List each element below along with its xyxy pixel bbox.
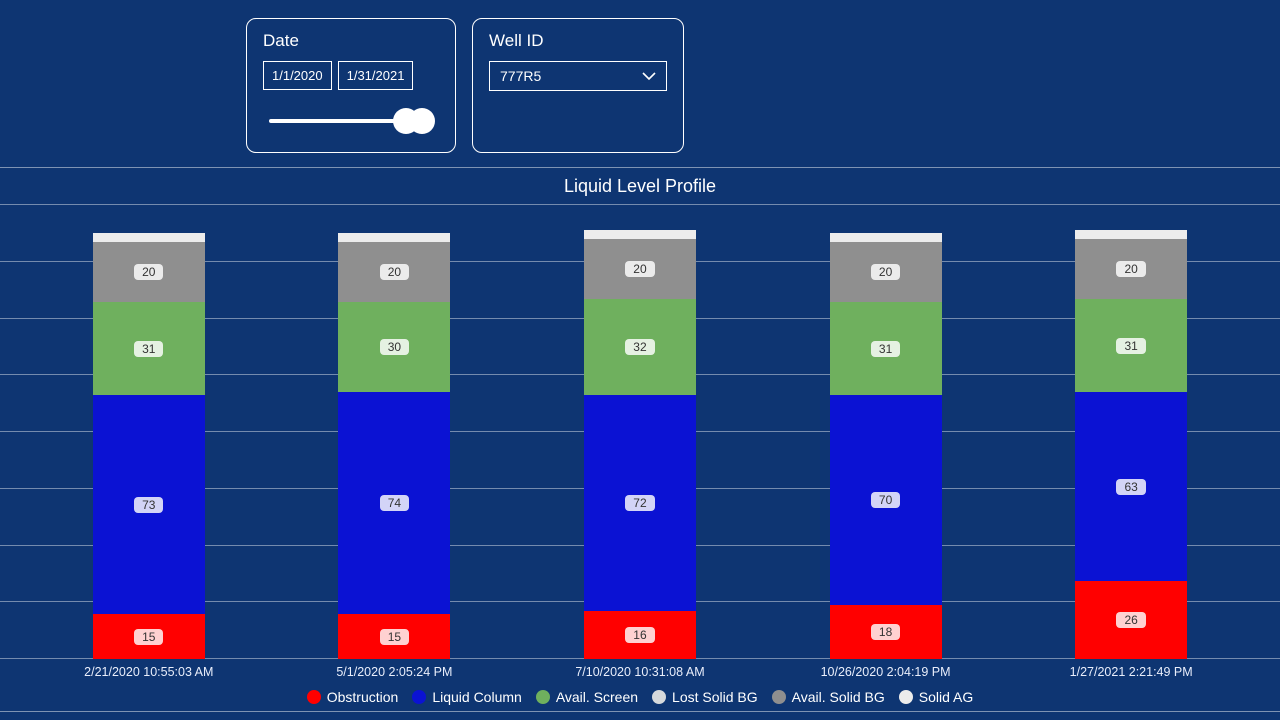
bar-column: 15 73 31 20 (60, 233, 238, 659)
bar-column: 18 70 31 20 (797, 233, 975, 659)
bar-segment-avail_screen[interactable]: 31 (1075, 299, 1187, 392)
chart-plot: 15 73 31 20 15 74 30 20 16 72 32 20 18 70 31 20 26 63 31 20 (0, 205, 1280, 659)
bar-segment-liquid_column[interactable]: 73 (93, 395, 205, 614)
xaxis-tick-label: 10/26/2020 2:04:19 PM (797, 665, 975, 679)
legend-label: Avail. Screen (556, 689, 638, 705)
legend-item[interactable]: Liquid Column (412, 689, 522, 705)
chart-area: Liquid Level Profile 15 73 31 20 15 74 30 20 16 7… (0, 167, 1280, 712)
legend-label: Avail. Solid BG (792, 689, 885, 705)
legend-item[interactable]: Avail. Solid BG (772, 689, 885, 705)
bar-segment-obstruction[interactable]: 15 (338, 614, 450, 659)
wellid-selected-value: 777R5 (500, 68, 541, 84)
bar-segment-avail_screen[interactable]: 30 (338, 302, 450, 392)
legend-swatch (899, 690, 913, 704)
chart-top-divider (0, 167, 1280, 168)
bar-segment-liquid_column[interactable]: 70 (830, 395, 942, 605)
bar-segment-obstruction[interactable]: 15 (93, 614, 205, 659)
bar-segment-obstruction[interactable]: 16 (584, 611, 696, 659)
slider-thumb-end[interactable] (409, 108, 435, 134)
stacked-bar[interactable]: 26 63 31 20 (1075, 230, 1187, 659)
bar-segment-avail_solid_bg[interactable]: 20 (1075, 239, 1187, 299)
chart-legend: Obstruction Liquid Column Avail. Screen Los… (0, 679, 1280, 711)
bar-segment-avail_solid_bg[interactable]: 20 (830, 242, 942, 302)
xaxis-tick-label: 1/27/2021 2:21:49 PM (1042, 665, 1220, 679)
bar-segment-solid_ag[interactable] (1075, 230, 1187, 239)
bar-segment-value: 20 (625, 261, 654, 277)
date-to-input[interactable]: 1/31/2021 (338, 61, 414, 90)
bar-segment-value: 15 (380, 629, 409, 645)
stacked-bar[interactable]: 15 74 30 20 (338, 233, 450, 659)
bar-column: 15 74 30 20 (305, 233, 483, 659)
bar-segment-value: 20 (134, 264, 163, 280)
legend-label: Liquid Column (432, 689, 522, 705)
bar-segment-avail_screen[interactable]: 31 (93, 302, 205, 395)
date-from-input[interactable]: 1/1/2020 (263, 61, 332, 90)
stacked-bar[interactable]: 15 73 31 20 (93, 233, 205, 659)
date-range-inputs: 1/1/2020 1/31/2021 (263, 61, 439, 90)
legend-swatch (307, 690, 321, 704)
bar-segment-value: 74 (380, 495, 409, 511)
chart-title: Liquid Level Profile (0, 168, 1280, 205)
bar-column: 16 72 32 20 (551, 230, 729, 659)
legend-swatch (652, 690, 666, 704)
legend-label: Solid AG (919, 689, 973, 705)
bar-segment-value: 31 (134, 341, 163, 357)
bar-segment-avail_solid_bg[interactable]: 20 (584, 239, 696, 299)
xaxis-tick-label: 7/10/2020 10:31:08 AM (551, 665, 729, 679)
legend-swatch (536, 690, 550, 704)
bar-segment-value: 32 (625, 339, 654, 355)
filter-row: Date 1/1/2020 1/31/2021 Well ID 777R5 (0, 0, 1280, 153)
stacked-bar[interactable]: 18 70 31 20 (830, 233, 942, 659)
bar-segment-value: 73 (134, 497, 163, 513)
bar-segment-value: 20 (1116, 261, 1145, 277)
bar-segment-value: 63 (1116, 479, 1145, 495)
bar-segment-obstruction[interactable]: 26 (1075, 581, 1187, 659)
wellid-select[interactable]: 777R5 (489, 61, 667, 91)
wellid-filter-label: Well ID (489, 31, 667, 51)
xaxis-tick-label: 2/21/2020 10:55:03 AM (60, 665, 238, 679)
bar-segment-value: 15 (134, 629, 163, 645)
bar-segment-value: 30 (380, 339, 409, 355)
bar-segment-solid_ag[interactable] (93, 233, 205, 242)
bar-segment-value: 31 (871, 341, 900, 357)
bar-segment-value: 31 (1116, 338, 1145, 354)
bar-segment-value: 20 (380, 264, 409, 280)
chart-bottom-divider (0, 711, 1280, 712)
date-range-slider[interactable] (263, 108, 439, 136)
chart-xaxis: 2/21/2020 10:55:03 AM 5/1/2020 2:05:24 PM… (0, 659, 1280, 679)
bar-segment-solid_ag[interactable] (584, 230, 696, 239)
legend-item[interactable]: Lost Solid BG (652, 689, 758, 705)
bar-segment-liquid_column[interactable]: 72 (584, 395, 696, 611)
bar-segment-value: 16 (625, 627, 654, 643)
xaxis-tick-label: 5/1/2020 2:05:24 PM (305, 665, 483, 679)
date-filter-label: Date (263, 31, 439, 51)
bar-segment-avail_solid_bg[interactable]: 20 (93, 242, 205, 302)
bar-segment-solid_ag[interactable] (830, 233, 942, 242)
legend-label: Obstruction (327, 689, 399, 705)
bar-segment-value: 20 (871, 264, 900, 280)
bar-segment-liquid_column[interactable]: 74 (338, 392, 450, 614)
legend-item[interactable]: Avail. Screen (536, 689, 638, 705)
bar-column: 26 63 31 20 (1042, 230, 1220, 659)
bar-segment-value: 26 (1116, 612, 1145, 628)
legend-label: Lost Solid BG (672, 689, 758, 705)
legend-swatch (772, 690, 786, 704)
bar-segment-avail_screen[interactable]: 31 (830, 302, 942, 395)
legend-item[interactable]: Solid AG (899, 689, 973, 705)
bar-segment-value: 70 (871, 492, 900, 508)
chevron-down-icon (642, 69, 656, 83)
bar-segment-liquid_column[interactable]: 63 (1075, 392, 1187, 581)
chart-bars: 15 73 31 20 15 74 30 20 16 72 32 20 18 70 31 20 26 63 31 20 (0, 205, 1280, 659)
bar-segment-solid_ag[interactable] (338, 233, 450, 242)
bar-segment-avail_screen[interactable]: 32 (584, 299, 696, 395)
legend-item[interactable]: Obstruction (307, 689, 399, 705)
bar-segment-value: 18 (871, 624, 900, 640)
bar-segment-value: 72 (625, 495, 654, 511)
legend-swatch (412, 690, 426, 704)
bar-segment-obstruction[interactable]: 18 (830, 605, 942, 659)
wellid-filter-panel: Well ID 777R5 (472, 18, 684, 153)
date-filter-panel: Date 1/1/2020 1/31/2021 (246, 18, 456, 153)
stacked-bar[interactable]: 16 72 32 20 (584, 230, 696, 659)
bar-segment-avail_solid_bg[interactable]: 20 (338, 242, 450, 302)
